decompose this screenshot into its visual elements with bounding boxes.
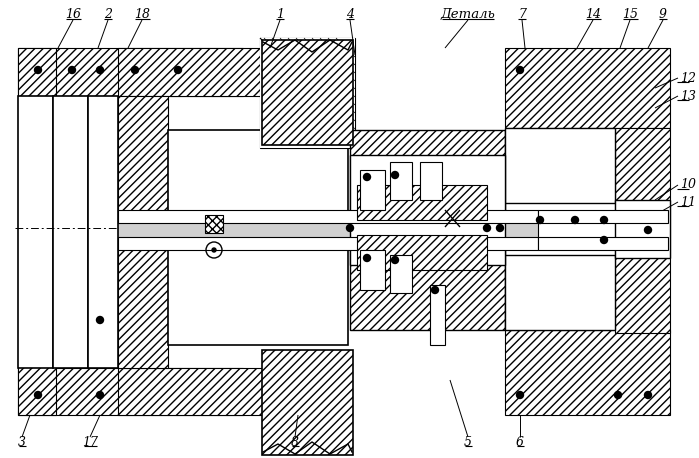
Text: 13: 13 [680,89,696,103]
Text: 18: 18 [134,9,150,22]
Bar [53,96,88,368]
Bar [350,240,505,330]
Circle shape [391,171,398,179]
Text: 5: 5 [464,436,472,448]
Bar [168,130,348,345]
Circle shape [34,66,41,73]
Bar [357,235,487,270]
Circle shape [431,287,438,294]
Circle shape [175,66,182,73]
Text: 11: 11 [680,196,696,208]
Bar [505,330,670,415]
Bar [360,170,385,210]
Circle shape [572,217,579,224]
Text: Деталь: Деталь [440,9,496,22]
Bar [360,250,385,290]
Text: 10: 10 [680,179,696,191]
Text: 2: 2 [104,9,112,22]
Bar [88,96,118,368]
Circle shape [600,217,607,224]
Bar [260,38,355,148]
Circle shape [347,224,354,231]
Bar [350,130,505,225]
Bar [118,237,538,250]
Bar [420,162,442,200]
Circle shape [96,392,103,398]
Bar [118,48,328,96]
Bar [505,255,615,330]
Text: 15: 15 [622,9,638,22]
Bar [262,40,353,145]
Bar [205,215,223,233]
Text: 7: 7 [518,9,526,22]
Text: 8: 8 [291,436,299,448]
Bar [18,96,53,368]
Text: 16: 16 [65,9,81,22]
Circle shape [644,227,651,234]
Circle shape [614,392,621,398]
Text: 9: 9 [659,9,667,22]
Text: 4: 4 [346,9,354,22]
Circle shape [537,217,544,224]
Circle shape [496,224,503,231]
Text: 17: 17 [82,436,98,448]
Circle shape [96,66,103,73]
Bar [118,96,168,368]
Text: 12: 12 [680,71,696,84]
Circle shape [363,174,370,180]
Bar [18,48,56,415]
Bar [390,255,412,293]
Bar [262,350,353,455]
Circle shape [600,236,607,244]
Bar [18,368,243,415]
Bar [118,210,538,223]
Bar [118,368,328,415]
Circle shape [96,316,103,323]
Circle shape [212,248,216,252]
Bar [538,223,668,237]
Bar [18,48,243,96]
Circle shape [517,66,524,73]
Bar [538,218,668,248]
Circle shape [644,392,651,398]
Bar [538,237,668,250]
Circle shape [484,224,491,231]
Bar [118,223,538,237]
Bar [505,128,615,203]
Text: 14: 14 [585,9,601,22]
Bar [357,185,487,220]
Circle shape [69,66,75,73]
Text: 3: 3 [18,436,26,448]
Circle shape [391,256,398,263]
Bar [260,38,355,148]
Circle shape [34,392,41,398]
Circle shape [517,392,524,398]
Bar [615,200,670,258]
Bar [390,162,412,200]
Text: 1: 1 [276,9,284,22]
Text: 6: 6 [516,436,524,448]
Bar [615,128,670,333]
Bar [430,285,445,345]
Bar [350,155,505,265]
Bar [505,48,670,128]
Bar [538,210,668,223]
Circle shape [131,66,138,73]
Circle shape [363,255,370,262]
